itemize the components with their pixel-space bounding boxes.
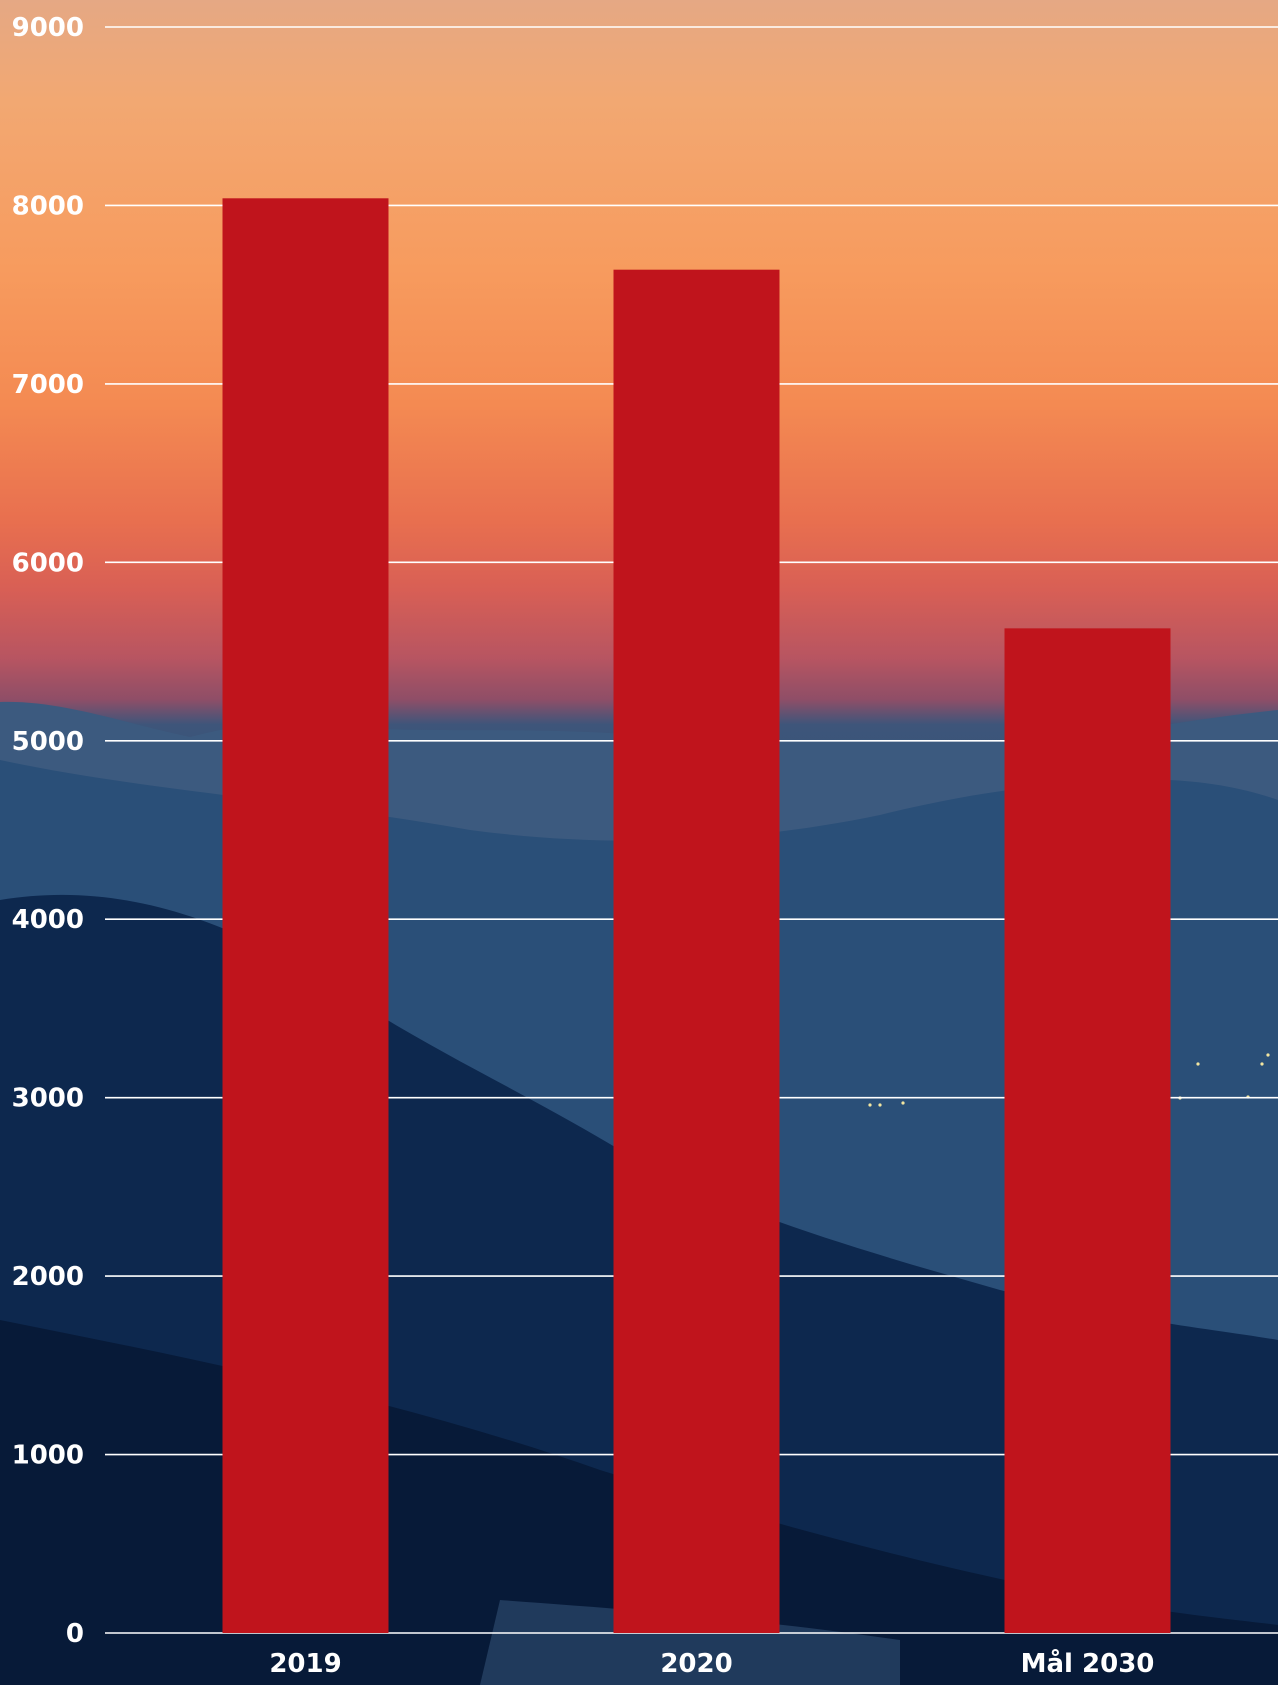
y-tick-label: 9000: [12, 13, 84, 43]
bar: [1004, 628, 1171, 1633]
x-tick-label: Mål 2030: [1021, 1647, 1155, 1679]
y-tick-label: 1000: [12, 1441, 84, 1471]
y-tick-label: 7000: [12, 370, 84, 400]
bars: [222, 198, 1171, 1634]
town-light: [868, 1103, 872, 1107]
town-light: [1260, 1062, 1264, 1066]
town-light: [1196, 1062, 1200, 1066]
x-axis-tick-labels: 2019 2020 Mål 2030: [269, 1647, 1154, 1679]
y-axis-tick-labels: 0 1000 2000 3000 4000 5000 6000 7000 8000 9000: [12, 13, 84, 1649]
x-tick-label: 2020: [660, 1649, 732, 1679]
town-light: [1266, 1053, 1270, 1057]
y-tick-label: 8000: [12, 191, 84, 221]
town-light: [878, 1103, 882, 1107]
town-light: [901, 1101, 905, 1105]
y-tick-label: 4000: [12, 905, 84, 935]
y-tick-label: 5000: [12, 727, 84, 757]
y-tick-label: 0: [66, 1619, 84, 1649]
x-tick-label: 2019: [269, 1649, 341, 1679]
y-tick-label: 2000: [12, 1262, 84, 1292]
y-tick-label: 6000: [12, 548, 84, 578]
bar: [613, 269, 780, 1633]
bar: [222, 198, 389, 1634]
y-tick-label: 3000: [12, 1084, 84, 1114]
